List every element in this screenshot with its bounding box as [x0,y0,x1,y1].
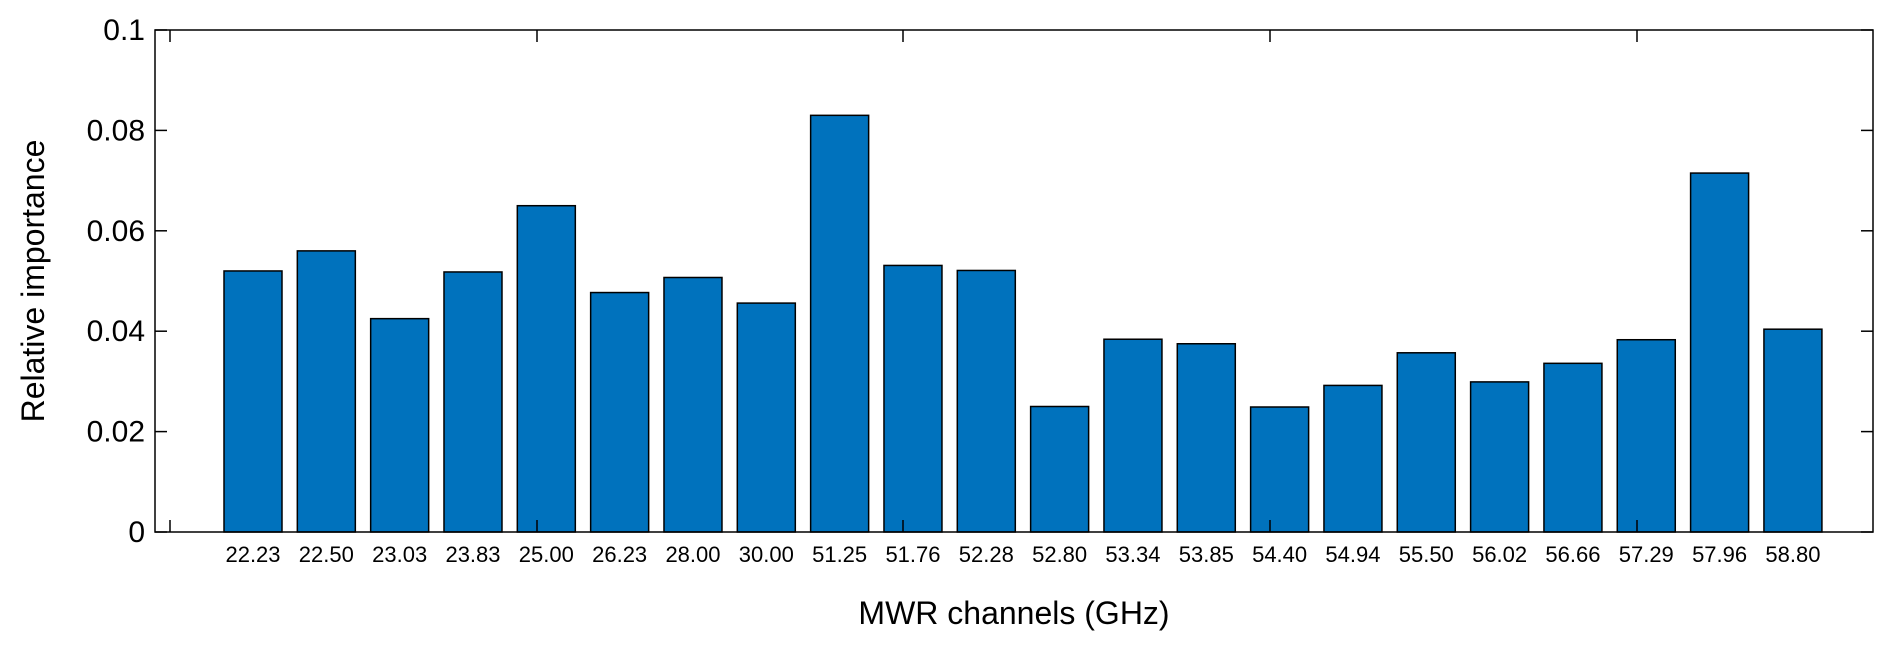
y-tick-label: 0.08 [87,114,145,147]
y-tick-label: 0.02 [87,416,145,449]
axes-layer [154,29,1874,533]
x-tick-label: 57.29 [1619,542,1674,567]
x-tick-label: 52.28 [959,542,1014,567]
bar-23.03 [369,317,430,533]
bars-layer [223,114,1823,533]
x-tick-label: 57.96 [1692,542,1747,567]
plot-frame [154,29,1874,533]
bar-30.00 [736,302,797,533]
x-tick-label: 30.00 [739,542,794,567]
bar-57.29 [1616,338,1677,533]
y-axis-ticks: 0 0.02 0.04 0.06 0.08 0.1 [87,14,1873,549]
x-tick-label: 52.80 [1032,542,1087,567]
x-tick-label: 55.50 [1399,542,1454,567]
x-axis-title: MWR channels (GHz) [858,595,1169,631]
bar-52.80 [1029,405,1090,533]
y-tick-label: 0.06 [87,215,145,248]
x-tick-label: 26.23 [592,542,647,567]
x-tick-label: 51.76 [885,542,940,567]
y-tick-label: 0.04 [87,315,145,348]
bar-58.80 [1763,328,1823,533]
bar-54.94 [1323,384,1383,533]
bar-53.85 [1176,343,1237,533]
x-tick-label: 53.34 [1105,542,1160,567]
bar-25.00 [516,204,577,533]
y-tick-label: 0 [128,516,145,549]
x-tick-label: 25.00 [519,542,574,567]
x-tick-label: 28.00 [665,542,720,567]
bar-23.83 [443,271,503,533]
x-tick-label: 56.66 [1545,542,1600,567]
bar-56.66 [1543,362,1603,533]
bar-55.50 [1396,352,1457,533]
bar-52.28 [956,269,1017,533]
x-tick-label: 23.03 [372,542,427,567]
x-tick-label: 22.50 [299,542,354,567]
y-tick-label: 0.1 [103,14,145,47]
bar-53.34 [1103,338,1163,533]
x-tick-label: 54.94 [1325,542,1380,567]
bar-51.76 [883,264,943,533]
bar-51.25 [809,114,870,533]
bar-56.02 [1469,381,1530,533]
x-tick-label: 51.25 [812,542,867,567]
x-axis-ticks: 22.23 22.50 23.03 23.83 25.00 26.23 28.00 30.00… [169,30,1820,567]
x-tick-label: 56.02 [1472,542,1527,567]
bar-22.23 [223,270,283,533]
bar-28.00 [663,276,723,533]
x-tick-label: 53.85 [1179,542,1234,567]
x-tick-label: 58.80 [1765,542,1820,567]
y-axis-title: Relative importance [15,140,51,423]
bar-22.50 [296,250,357,533]
bar-26.23 [589,291,650,533]
x-tick-label: 22.23 [225,542,280,567]
x-tick-label: 23.83 [445,542,500,567]
x-tick-label: 54.40 [1252,542,1307,567]
bar-57.96 [1689,172,1750,533]
bar-54.40 [1249,406,1310,533]
